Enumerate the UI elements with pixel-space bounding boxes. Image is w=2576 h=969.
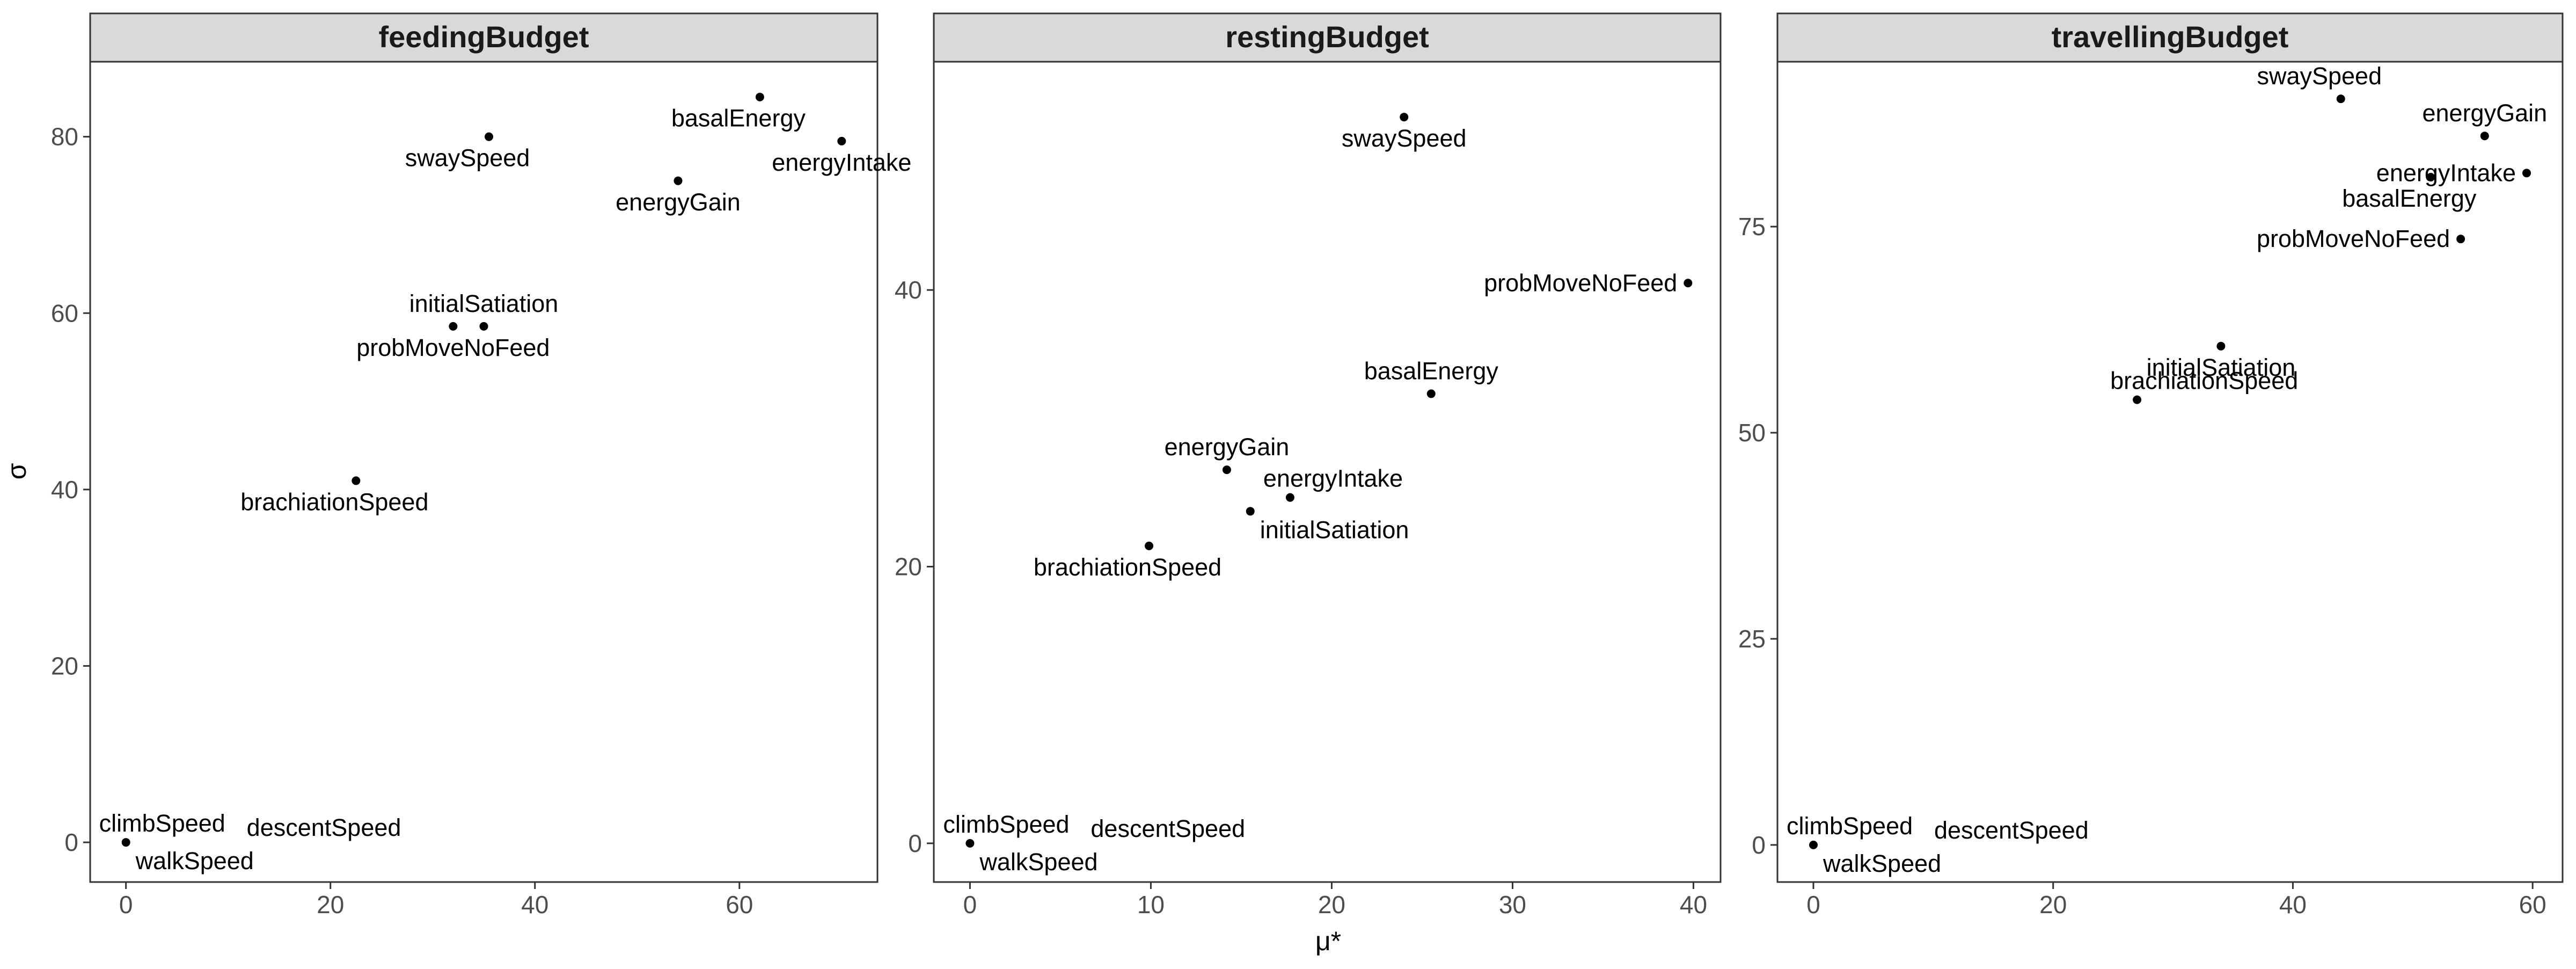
point-label: basalEnergy [1364,357,1499,384]
strip-title: feedingBudget [379,20,589,54]
x-tick-label: 20 [2039,891,2067,919]
point-label: walkSpeed [135,847,254,875]
data-point [479,322,488,331]
panel-restingBudget: restingBudget 0 10 20 30 40 0 20 40 swaySpeed prob… [895,12,1722,919]
x-tick-label: 60 [2519,891,2546,919]
y-tick-label: 0 [1752,831,1766,859]
strip-background [89,12,879,63]
x-tick-label: 30 [1499,891,1526,919]
x-tick-label: 40 [2279,891,2307,919]
strip-background [1776,12,2564,63]
y-tick-label: 40 [895,276,922,304]
point-label: energyGain [1165,433,1290,461]
data-point [1246,507,1255,516]
data-point [2522,169,2531,178]
x-tick-label: 40 [1680,891,1707,919]
data-point [2456,235,2465,244]
y-tick-label: 80 [51,123,78,151]
point-label: energyIntake [1263,465,1403,492]
panels-group: feedingBudget 0 20 40 60 0 20 40 60 80 basalEnergy… [51,12,2564,919]
point-label: descentSpeed [1091,815,1245,842]
data-point [1400,113,1409,122]
point-label: swaySpeed [405,144,530,172]
data-point [2133,395,2142,404]
data-point [2480,132,2489,141]
data-point [2426,172,2435,181]
point-label: energyIntake [2376,159,2516,186]
y-tick-label: 75 [1738,213,1766,241]
y-tick-label: 20 [51,652,78,680]
strip-title: travellingBudget [2052,20,2289,54]
data-point [674,176,683,185]
data-point [485,132,494,141]
x-tick-label: 0 [1806,891,1820,919]
point-label: initialSatiation [409,290,559,317]
y-axis-title: σ [2,463,32,479]
data-point [449,322,458,331]
panel-travellingBudget: travellingBudget 0 20 40 60 0 25 50 75 swaySpeed e… [1738,12,2564,919]
y-tick-label: 50 [1738,419,1766,447]
point-label: basalEnergy [671,105,806,132]
x-axis-title: μ* [1315,926,1341,956]
point-label: energyIntake [772,149,911,176]
data-point [352,476,361,485]
point-label: descentSpeed [247,814,401,841]
panel-border [933,61,1722,883]
data-point [2216,341,2226,351]
strip-title: restingBudget [1225,20,1429,54]
data-point [2336,94,2345,104]
panel-border [89,61,879,883]
y-tick-label: 25 [1738,625,1766,653]
point-label: descentSpeed [1934,817,2089,844]
point-label: climbSpeed [943,811,1069,838]
panel-border [1776,61,2564,883]
point-label: walkSpeed [979,848,1097,876]
y-tick-label: 20 [895,553,922,581]
data-point [1809,840,1818,849]
point-label: swaySpeed [2257,62,2382,90]
point-label: probMoveNoFeed [1484,269,1677,296]
panel-feedingBudget: feedingBudget 0 20 40 60 0 20 40 60 80 basalEnergy… [51,12,911,919]
y-tick-label: 0 [908,829,922,857]
x-tick-label: 40 [521,891,548,919]
data-point [1145,541,1154,550]
x-tick-label: 0 [119,891,133,919]
data-point [837,136,846,145]
x-tick-label: 20 [1318,891,1345,919]
data-point [121,838,130,847]
point-label: climbSpeed [1787,812,1913,840]
point-label: initialSatiation [1260,516,1409,543]
point-label: brachiationSpeed [240,488,428,515]
point-label: energyGain [2422,99,2547,127]
data-point [1684,279,1693,288]
x-tick-label: 0 [963,891,977,919]
y-tick-label: 40 [51,476,78,504]
point-label: energyGain [616,188,741,216]
x-tick-label: 20 [317,891,344,919]
data-point [1426,389,1436,398]
point-label: walkSpeed [1823,850,1941,877]
y-tick-label: 0 [64,828,78,856]
x-tick-label: 60 [726,891,753,919]
y-tick-label: 60 [51,299,78,327]
x-tick-label: 10 [1137,891,1165,919]
data-point [1285,493,1294,502]
point-label: brachiationSpeed [2110,367,2298,395]
point-label: probMoveNoFeed [356,334,550,361]
data-point [965,839,975,848]
data-point [755,92,764,101]
point-label: basalEnergy [2342,185,2477,212]
point-label: brachiationSpeed [1034,553,1221,581]
point-label: climbSpeed [99,810,225,837]
point-label: swaySpeed [1342,125,1467,152]
point-label: initialSatiation [2147,354,2296,381]
data-point [1222,465,1231,475]
point-label: probMoveNoFeed [2257,225,2450,252]
